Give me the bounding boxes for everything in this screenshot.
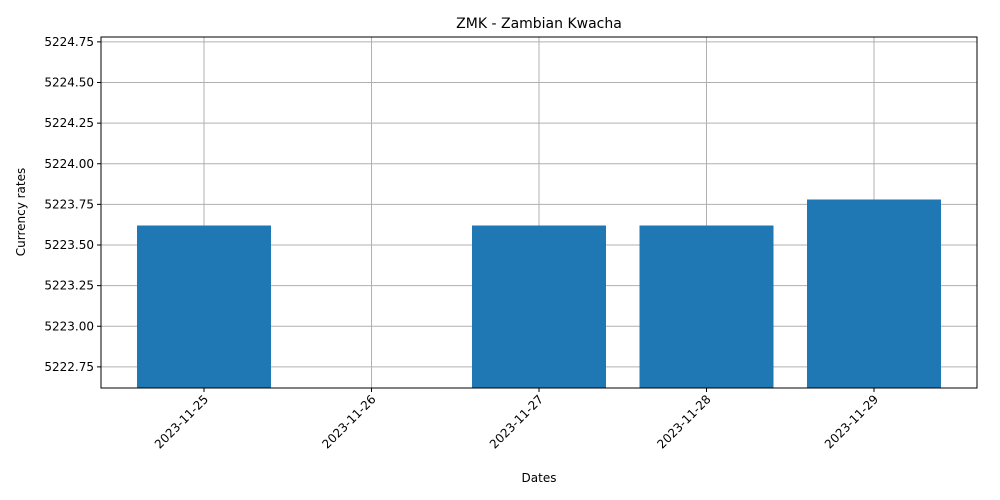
x-tick-label: 2023-11-26 xyxy=(319,392,378,451)
y-tick-label: 5223.75 xyxy=(44,197,94,211)
y-axis-label: Currency rates xyxy=(14,168,28,257)
y-tick-label: 5224.25 xyxy=(44,116,94,130)
x-tick-label: 2023-11-28 xyxy=(654,392,713,451)
x-tick-label: 2023-11-27 xyxy=(487,392,546,451)
x-tick-label: 2023-11-29 xyxy=(822,392,881,451)
y-tick-label: 5222.75 xyxy=(44,360,94,374)
bar-2023-11-28 xyxy=(639,225,774,388)
y-tick-label: 5223.00 xyxy=(44,319,94,333)
bar-2023-11-25 xyxy=(137,225,271,388)
y-tick-label: 5223.50 xyxy=(44,238,94,252)
chart-title: ZMK - Zambian Kwacha xyxy=(456,16,622,32)
y-tick-label: 5224.50 xyxy=(44,76,94,90)
bar-2023-11-27 xyxy=(472,225,606,388)
x-tick-label: 2023-11-25 xyxy=(152,392,211,451)
y-tick-label: 5224.00 xyxy=(44,157,94,171)
bar-2023-11-29 xyxy=(807,199,941,388)
y-tick-label: 5223.25 xyxy=(44,279,94,293)
x-axis-label: Dates xyxy=(522,471,557,485)
bar-layer xyxy=(137,199,941,388)
y-tick-label: 5224.75 xyxy=(44,35,94,49)
